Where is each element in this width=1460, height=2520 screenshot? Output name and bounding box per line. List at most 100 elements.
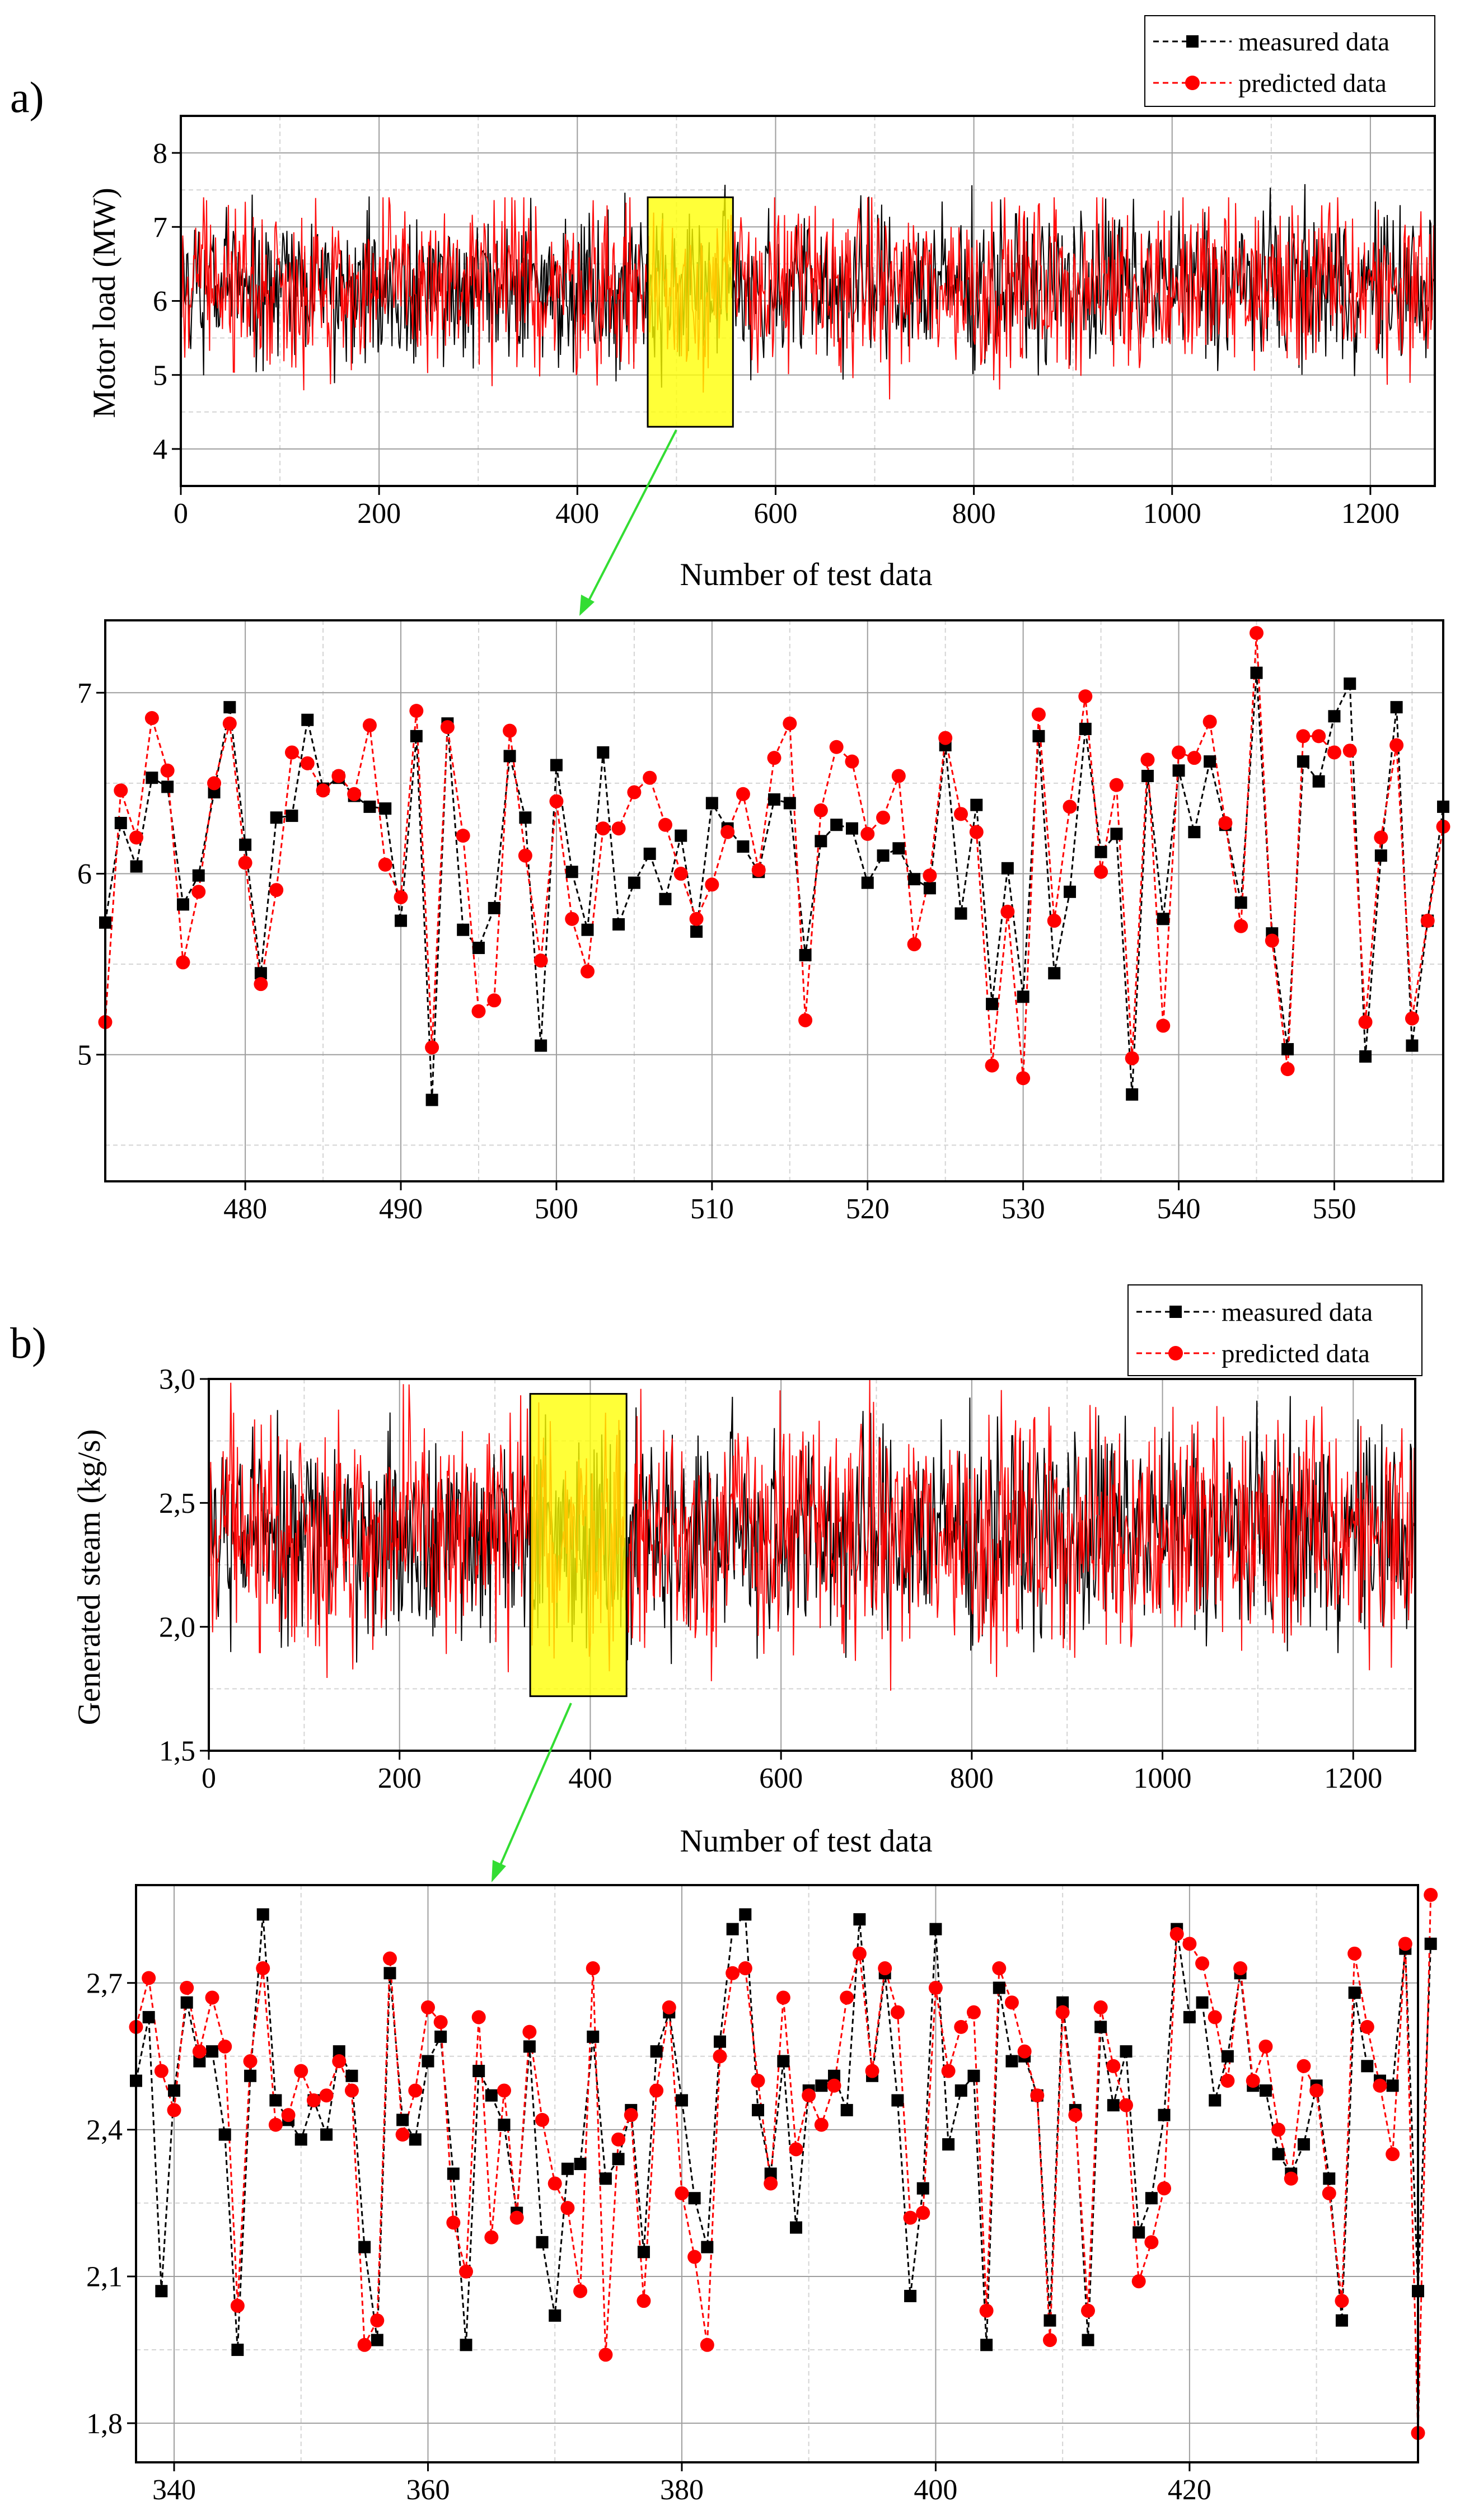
data-point-measured	[970, 798, 983, 811]
legend-b-measured-label: measured data	[1222, 1298, 1373, 1327]
data-point-predicted	[446, 2215, 461, 2230]
data-point-predicted	[662, 2000, 676, 2014]
plot-area-a-zoom-x-tick-label: 550	[1312, 1193, 1356, 1225]
data-point-predicted	[1327, 745, 1341, 760]
data-point-predicted	[860, 826, 875, 841]
data-point-predicted	[319, 2088, 334, 2103]
data-point-predicted	[1109, 778, 1124, 792]
data-point-predicted	[1202, 714, 1217, 729]
data-point-predicted	[938, 731, 953, 745]
plot-area-a-zoom-axes-box	[104, 619, 1444, 1182]
data-point-predicted	[705, 877, 719, 892]
data-point-predicted	[907, 937, 921, 952]
plot-area-b-overview-y-tick-label: 2,0	[159, 1611, 195, 1643]
data-point-predicted	[890, 2005, 905, 2019]
plot-area-b-overview-x-tick-label: 800	[950, 1762, 994, 1794]
data-point-measured	[845, 822, 858, 835]
data-point-measured	[828, 2069, 841, 2082]
data-point-predicted	[596, 821, 610, 836]
data-point-predicted	[1093, 2000, 1108, 2014]
data-point-measured	[1259, 2084, 1272, 2097]
data-point-measured	[358, 2241, 371, 2253]
plot-area-b-overview-x-tick-label: 600	[759, 1762, 803, 1794]
data-point-predicted	[1169, 1927, 1184, 1941]
data-point-measured	[628, 876, 640, 889]
data-point-measured	[980, 2339, 993, 2351]
plot-area-b-overview-x-tick-label: 0	[202, 1762, 216, 1794]
data-point-predicted	[1389, 738, 1404, 752]
data-point-predicted	[331, 769, 346, 783]
legend-b-predicted-label: predicted data	[1222, 1339, 1370, 1368]
data-point-measured	[1221, 2050, 1234, 2063]
plot-area-b-overview-x-tick-label: 1000	[1134, 1762, 1192, 1794]
data-point-measured	[114, 817, 127, 830]
data-point-measured	[396, 2114, 409, 2126]
plot-area-a-overview-y-tick-label: 5	[153, 359, 167, 391]
data-point-predicted	[751, 2073, 765, 2088]
data-point-measured	[986, 998, 999, 1011]
data-point-predicted	[497, 2083, 512, 2098]
legend-a-measured-marker	[1186, 35, 1199, 48]
data-point-predicted	[852, 1946, 867, 1961]
data-point-predicted	[518, 848, 532, 863]
data-point-predicted	[332, 2054, 347, 2069]
plot-area-a-overview: 0 200 400 600 800 1000 1200 4 5 6 7 8	[153, 115, 1436, 530]
plot-area-a-zoom-x-tick-label: 540	[1157, 1193, 1201, 1225]
data-point-measured	[599, 2172, 612, 2185]
data-point-predicted	[586, 1961, 600, 1976]
data-point-predicted	[611, 821, 626, 836]
data-point-measured	[488, 901, 500, 914]
data-point-measured	[643, 847, 656, 860]
data-point-measured	[637, 2246, 650, 2259]
data-point-predicted	[1398, 1937, 1412, 1951]
data-point-predicted	[1195, 1956, 1210, 1971]
data-point-predicted	[269, 883, 284, 897]
data-point-predicted	[394, 890, 408, 905]
data-point-measured	[410, 730, 423, 742]
data-point-predicted	[1284, 2171, 1298, 2186]
data-point-measured	[1032, 730, 1045, 742]
data-point-measured	[485, 2089, 498, 2102]
xlabel-b: Number of test data	[680, 1824, 932, 1859]
data-point-predicted	[573, 2284, 588, 2298]
data-point-predicted	[433, 2015, 448, 2030]
data-point-measured	[1209, 2094, 1222, 2107]
plot-area-a-overview-x-tick-label: 800	[952, 498, 996, 530]
data-point-predicted	[1000, 904, 1015, 919]
zoom-highlight-box	[647, 196, 734, 428]
data-point-measured	[830, 819, 843, 831]
data-point-measured	[1094, 845, 1107, 858]
data-point-measured	[726, 1923, 739, 1935]
data-point-measured	[286, 810, 298, 822]
data-point-predicted	[300, 756, 315, 770]
data-point-measured	[1344, 677, 1356, 690]
data-point-measured	[1312, 775, 1325, 788]
data-point-predicted	[180, 1980, 194, 1995]
data-point-predicted	[700, 2337, 714, 2352]
data-point-predicted	[1063, 800, 1077, 814]
data-point-measured	[161, 780, 174, 793]
data-point-measured	[1126, 1088, 1139, 1101]
data-point-measured	[967, 2069, 980, 2082]
data-point-predicted	[916, 2205, 930, 2220]
data-point-measured	[993, 1981, 1005, 1994]
data-point-measured	[231, 2344, 244, 2357]
data-point-predicted	[720, 825, 735, 839]
data-point-predicted	[1055, 2005, 1070, 2019]
plot-area-b-overview: 0 200 400 600 800 1000 1200 1,5 2,0 2,5 3,0	[159, 1364, 1416, 1794]
data-point-predicted	[1208, 2010, 1222, 2025]
data-point-measured	[1361, 2060, 1374, 2073]
data-point-measured	[751, 2103, 764, 2116]
data-point-predicted	[408, 2083, 423, 2098]
data-point-predicted	[425, 1040, 439, 1055]
data-point-measured	[892, 842, 905, 855]
data-point-predicted	[316, 783, 330, 798]
data-point-predicted	[362, 718, 377, 732]
data-point-measured	[942, 2138, 955, 2151]
data-point-measured	[550, 759, 563, 772]
data-point-predicted	[1030, 2088, 1045, 2103]
data-point-measured	[1204, 755, 1216, 768]
data-point-predicted	[1172, 745, 1186, 760]
data-point-measured	[1374, 849, 1387, 862]
